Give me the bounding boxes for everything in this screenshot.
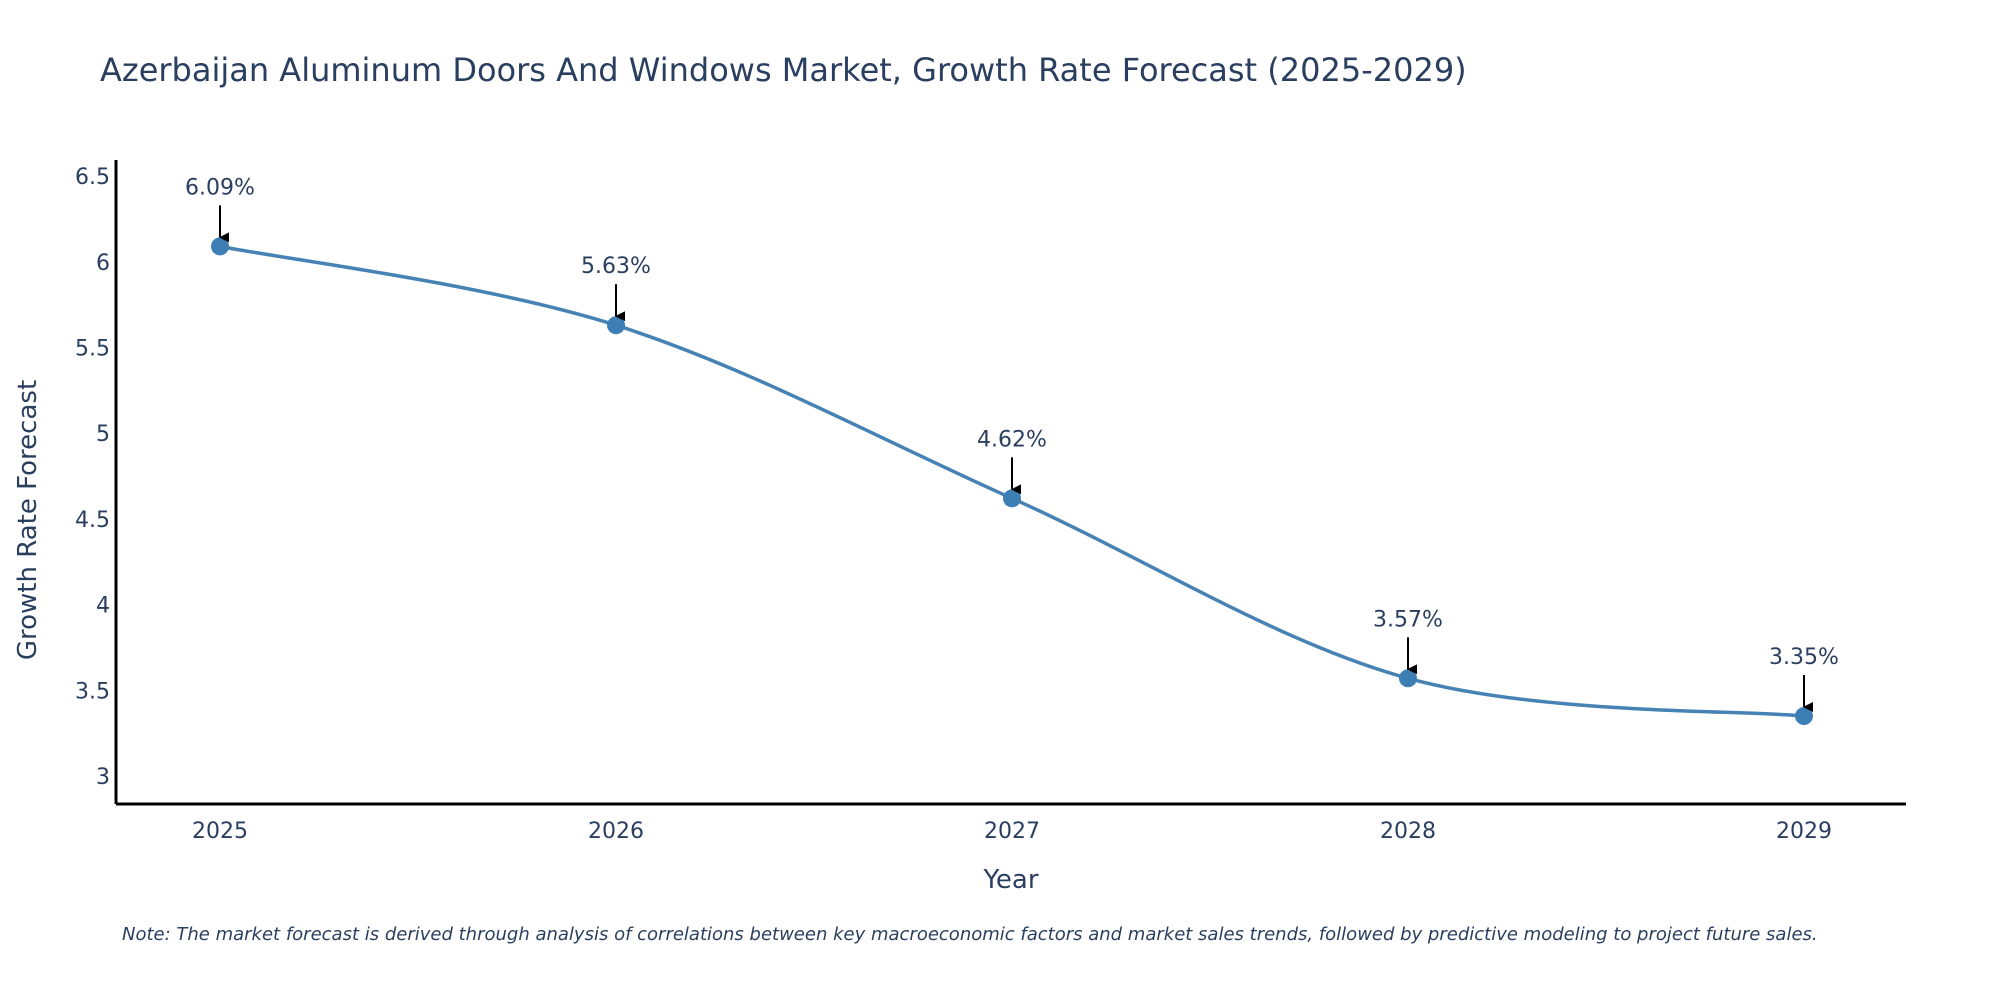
x-tick-label: 2029 <box>1776 819 1832 844</box>
data-label-2026: 5.63% <box>581 254 651 279</box>
y-tick-label: 3 <box>96 765 110 790</box>
x-tick-label: 2026 <box>588 819 644 844</box>
y-axis-title: Growth Rate Forecast <box>13 380 43 660</box>
data-label-2025: 6.09% <box>185 175 255 200</box>
x-axis-title: Year <box>982 865 1038 895</box>
y-tick-label: 3.5 <box>75 679 110 704</box>
data-point-2029[interactable] <box>1795 707 1813 726</box>
data-point-2028[interactable] <box>1399 669 1417 688</box>
y-tick-label: 5.5 <box>75 337 110 362</box>
data-annotations: 6.09% 5.63% 4.62% 3.57% 3.35% <box>185 175 1839 713</box>
x-axis-ticks: 2025 2026 2027 2028 2029 <box>192 819 1832 844</box>
data-label-2028: 3.57% <box>1373 607 1443 632</box>
x-tick-label: 2027 <box>984 819 1040 844</box>
chart-title: Azerbaijan Aluminum Doors And Windows Ma… <box>100 51 1467 89</box>
x-tick-label: 2028 <box>1380 819 1436 844</box>
y-tick-label: 5 <box>96 422 110 447</box>
y-axis-ticks: 3 3.5 4 4.5 5 5.5 6 6.5 <box>75 165 110 790</box>
data-label-2027: 4.62% <box>977 427 1047 452</box>
x-tick-label: 2025 <box>192 819 248 844</box>
y-tick-label: 4.5 <box>75 508 110 533</box>
data-point-2025[interactable] <box>211 237 229 256</box>
chart-note: Note: The market forecast is derived thr… <box>122 924 1818 945</box>
data-point-2026[interactable] <box>607 316 625 335</box>
data-point-2027[interactable] <box>1003 489 1021 508</box>
y-tick-label: 6 <box>96 251 110 276</box>
y-tick-label: 4 <box>96 594 110 619</box>
y-tick-label: 6.5 <box>75 165 110 190</box>
data-label-2029: 3.35% <box>1769 645 1839 670</box>
